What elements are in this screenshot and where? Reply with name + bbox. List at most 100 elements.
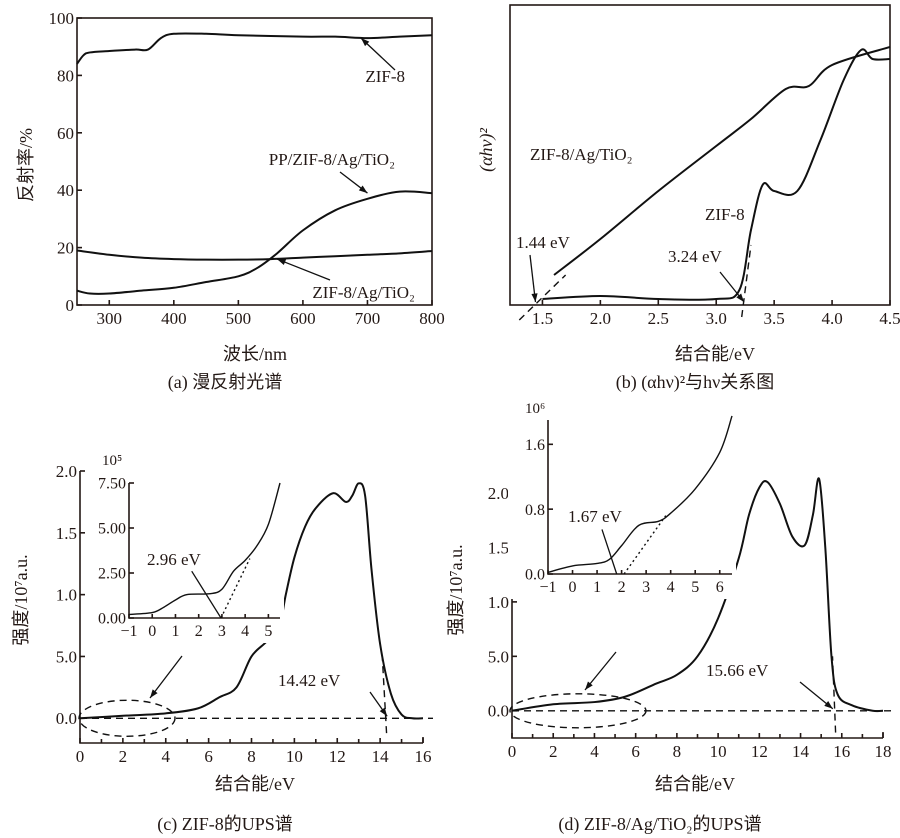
ups-curve	[79, 482, 424, 720]
series-label-b-zif8: ZIF-8	[705, 205, 745, 224]
x-tick-label: 0	[76, 747, 85, 766]
inset-x-tick-label: 3	[218, 623, 226, 640]
x-tick-label: 8	[247, 747, 256, 766]
inset-curve	[128, 482, 281, 616]
x-tick-label: 4	[590, 742, 599, 761]
y-tick-label: 1.0	[56, 586, 77, 605]
caption-c: (c) ZIF-8的UPS谱	[157, 814, 293, 835]
tangent-1-44	[518, 274, 567, 321]
arrow-cutoff-head	[824, 701, 833, 709]
arrow-inset-head	[585, 681, 593, 690]
tangent-3-24	[741, 244, 752, 318]
y-a-tick-label: 100	[49, 9, 75, 28]
x-tick-label: 2	[549, 742, 558, 761]
y-a-tick-label: 80	[57, 66, 74, 85]
ylabel-a: 反射率/%	[16, 128, 36, 202]
caption-b: (b) (αhν)²与hν关系图	[616, 372, 775, 393]
arrow-pp-head	[358, 185, 368, 194]
series-label-zif8: ZIF-8	[365, 67, 405, 86]
x-b-tick-label: 3.5	[764, 309, 785, 328]
inset-x-tick-label: 4	[241, 623, 249, 640]
y-tick-label: 2.0	[488, 484, 509, 503]
x-b-tick-label: 3.0	[706, 309, 727, 328]
x-tick-label: 6	[631, 742, 640, 761]
highlight-ellipse	[78, 699, 176, 737]
inset-fit-c	[220, 558, 251, 619]
inset-x-tick-label: 2	[618, 579, 626, 596]
inset-x-tick-label: 2	[195, 623, 203, 640]
y-tick-label: 0.0	[56, 709, 77, 728]
caption-a: (a) 漫反射光谱	[168, 372, 282, 393]
cutoff-tangent	[831, 656, 837, 733]
inset-exponent-c: 10⁵	[102, 453, 122, 469]
panel-a: (a) 漫反射光谱 波长/nm 反射率/% ZIF-8 PP/ZIF-8/Ag/…	[16, 9, 445, 393]
inset-fit-d	[623, 515, 667, 575]
y-tick-label: 0.0	[488, 702, 509, 721]
arrow-inset	[149, 655, 183, 699]
annotation-15-66: 15.66 eV	[706, 661, 769, 680]
x-a-tick-label: 600	[290, 309, 316, 328]
xlabel-d: 结合能/eV	[655, 774, 735, 794]
inset-y-tick-label: 0.0	[525, 567, 545, 584]
cutoff-tangent	[381, 656, 388, 734]
x-tick-label: 12	[329, 747, 346, 766]
inset-tangent-c	[191, 570, 222, 619]
inset-tangent-d	[601, 529, 618, 575]
series-line-0	[76, 32, 433, 65]
inset-x-tick-label: 0	[569, 579, 577, 596]
xlabel-a: 波长/nm	[223, 344, 287, 364]
series-label-pp: PP/ZIF-8/Ag/TiO₂	[269, 150, 395, 169]
y-tick-label: 1.5	[488, 538, 509, 557]
caption-d: (d) ZIF-8/Ag/TiO₂的UPS谱	[558, 814, 761, 835]
x-tick-label: 14	[792, 742, 810, 761]
arrow-1-44-head	[531, 293, 538, 302]
highlight-ellipse	[509, 693, 647, 729]
x-tick-label: 4	[162, 747, 171, 766]
y-tick-label: 5.0	[56, 647, 77, 666]
annotation-3-24: 3.24 eV	[668, 247, 723, 266]
inset-bg	[89, 478, 284, 643]
x-tick-label: 16	[833, 742, 850, 761]
x-tick-label: 8	[673, 742, 682, 761]
inset-x-tick-label: −1	[120, 623, 137, 640]
inset-bg	[508, 415, 736, 599]
annotation-1-44: 1.44 eV	[516, 233, 571, 252]
annotation-14-42: 14.42 eV	[278, 671, 341, 690]
inset-x-tick-label: 0	[148, 623, 156, 640]
inset-y-tick-label: 5.00	[98, 521, 126, 538]
inset-annotation-d: 1.67 eV	[568, 507, 623, 526]
inset-x-tick-label: 4	[667, 579, 675, 596]
xlabel-b: 结合能/eV	[675, 344, 755, 364]
arrow-3-24-head	[736, 293, 745, 302]
panel-c: (c) ZIF-8的UPS谱 结合能/eV 强度/10⁷a.u. 14.42 e…	[11, 453, 433, 835]
ylabel-c: 强度/10⁷a.u.	[11, 554, 31, 645]
series-line-2	[76, 249, 433, 261]
series-line-b-0	[553, 46, 891, 276]
y-tick-label: 1.0	[488, 593, 509, 612]
x-a-tick-label: 300	[97, 309, 123, 328]
x-tick-label: 12	[751, 742, 768, 761]
y-tick-label: 2.0	[56, 462, 77, 481]
series-line-b-1	[542, 48, 891, 301]
xlabel-c: 结合能/eV	[215, 774, 295, 794]
inset-y-tick-label: 7.50	[98, 476, 126, 493]
x-tick-label: 10	[286, 747, 303, 766]
x-a-tick-label: 400	[161, 309, 187, 328]
ylabel-b: (αhν)²	[476, 127, 497, 171]
arrow-cutoff-head	[379, 707, 388, 717]
inset-exponent-d: 10⁶	[525, 401, 545, 417]
inset-x-tick-label: 6	[716, 579, 724, 596]
inset-x-tick-label: 5	[264, 623, 272, 640]
series-label-zif8-ag-tio2: ZIF-8/Ag/TiO₂	[312, 283, 415, 302]
x-a-tick-label: 700	[355, 309, 381, 328]
x-b-tick-label: 4.0	[821, 309, 842, 328]
x-tick-label: 0	[508, 742, 517, 761]
y-a-tick-label: 0	[66, 296, 75, 315]
x-b-tick-label: 2.0	[590, 309, 611, 328]
series-line-1	[76, 190, 433, 295]
inset-x-tick-label: 1	[593, 579, 601, 596]
y-a-tick-label: 20	[57, 239, 74, 258]
panel-d: (d) ZIF-8/Ag/TiO₂的UPS谱 结合能/eV 强度/10⁷a.u.…	[446, 401, 893, 835]
inset-y-tick-label: 2.50	[98, 566, 126, 583]
